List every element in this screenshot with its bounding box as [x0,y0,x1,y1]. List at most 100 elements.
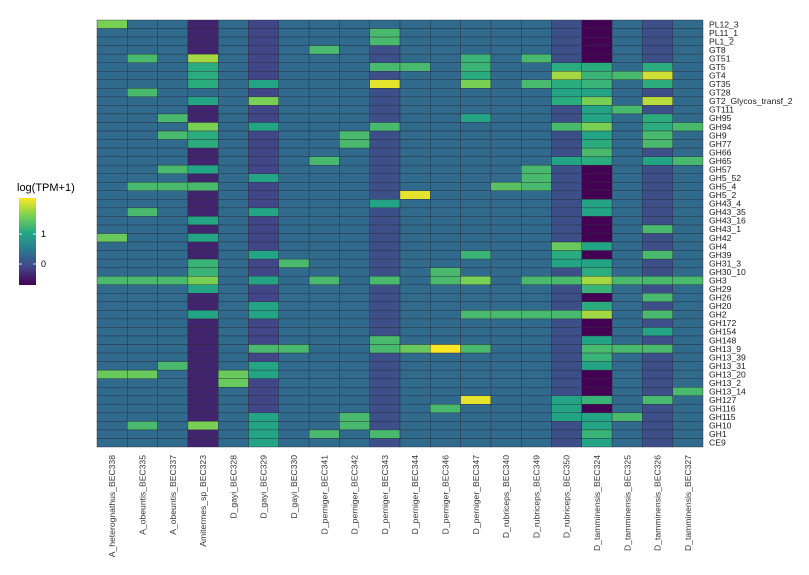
heatmap-cell [551,301,582,311]
heatmap-cell [581,412,613,422]
heatmap-cell [642,79,673,89]
heatmap-cell [642,233,673,243]
heatmap-cell [581,164,613,174]
heatmap-cell [611,284,643,294]
heatmap-cell [369,387,401,396]
heatmap-cell [157,71,189,80]
heatmap-cell [399,250,431,260]
heatmap-cell [187,310,219,320]
heatmap-cell [308,438,340,448]
heatmap-cell [278,28,310,38]
heatmap-cell [490,105,522,115]
heatmap-cell [96,438,128,448]
heatmap-cell [127,216,158,226]
heatmap-cell [248,293,279,303]
heatmap-cell [308,395,340,405]
heatmap-cell [278,310,310,320]
heatmap-cell [399,139,431,149]
heatmap-cell [672,335,704,345]
heatmap-cell [217,387,249,396]
heatmap-cell [611,182,643,191]
heatmap-cell [217,156,249,166]
heatmap-cell [369,156,401,166]
heatmap-cell [581,28,613,38]
heatmap-cell [187,301,219,311]
heatmap-cell [581,404,613,414]
heatmap-cell [248,301,279,311]
heatmap-cell [551,429,582,439]
heatmap-cell [430,421,461,431]
heatmap-cell [672,327,704,337]
heatmap-cell [521,344,552,354]
heatmap-cell [96,182,128,191]
heatmap-cell [521,224,552,234]
heatmap-cell [490,156,522,166]
heatmap-cell [217,105,249,115]
heatmap-cell [611,216,643,226]
heatmap-cell [278,173,310,183]
heatmap-cell [551,378,582,388]
heatmap-cell [248,361,279,371]
heatmap-cell [217,199,249,209]
heatmap-cell [611,395,643,405]
heatmap-cell [521,301,552,311]
heatmap-cell [217,224,249,234]
heatmap-cell [551,147,582,157]
heatmap-cell [551,173,582,183]
heatmap-cell [187,71,219,80]
heatmap-cell [611,36,643,46]
heatmap-cell [187,267,219,277]
heatmap-cell [642,335,673,345]
heatmap-cell [369,361,401,371]
heatmap-cell [399,62,431,72]
heatmap-cell [217,318,249,328]
heatmap-cell [521,395,552,405]
heatmap-cell [308,344,340,354]
heatmap-cell [369,45,401,55]
heatmap-cell [521,28,552,38]
heatmap-cell [187,96,219,106]
heatmap-cell [551,182,582,191]
heatmap-cell [551,327,582,337]
heatmap-cell [157,335,189,345]
heatmap-cell [127,369,158,379]
heatmap-cell [672,130,704,140]
heatmap-cell [551,284,582,294]
heatmap-cell [581,438,613,448]
heatmap-cell [157,438,189,448]
column-label: D_perniger_BEC344 [410,455,420,535]
heatmap-cell [521,88,552,98]
heatmap-cell [581,182,613,191]
heatmap-cell [96,276,128,285]
heatmap-cell [611,199,643,209]
heatmap-cell [157,96,189,106]
heatmap-cell [551,79,582,89]
heatmap-cell [581,53,613,63]
heatmap-cell [521,369,552,379]
heatmap-cell [672,216,704,226]
heatmap-cell [430,182,461,191]
heatmap-cell [521,404,552,414]
heatmap-cell [127,412,158,422]
heatmap-cell [490,404,522,414]
heatmap-cell [672,139,704,149]
heatmap-cell [278,335,310,345]
heatmap-cell [611,113,643,123]
row-label: GT4 [709,71,726,81]
heatmap-cell [399,301,431,311]
heatmap-cell [157,147,189,157]
heatmap-cell [187,122,219,132]
heatmap-cell [581,88,613,98]
heatmap-cell [217,147,249,157]
heatmap-cell [248,156,279,166]
heatmap-cell [96,62,128,72]
column-label: D_tamminensis_BEC327 [683,455,693,551]
heatmap-cell [551,352,582,362]
heatmap-cell [490,45,522,55]
heatmap-cell [581,267,613,277]
heatmap-cell [581,190,613,200]
heatmap-cell [96,139,128,149]
heatmap-cell [430,79,461,89]
heatmap-cell [490,327,522,337]
heatmap-cell [490,182,522,191]
